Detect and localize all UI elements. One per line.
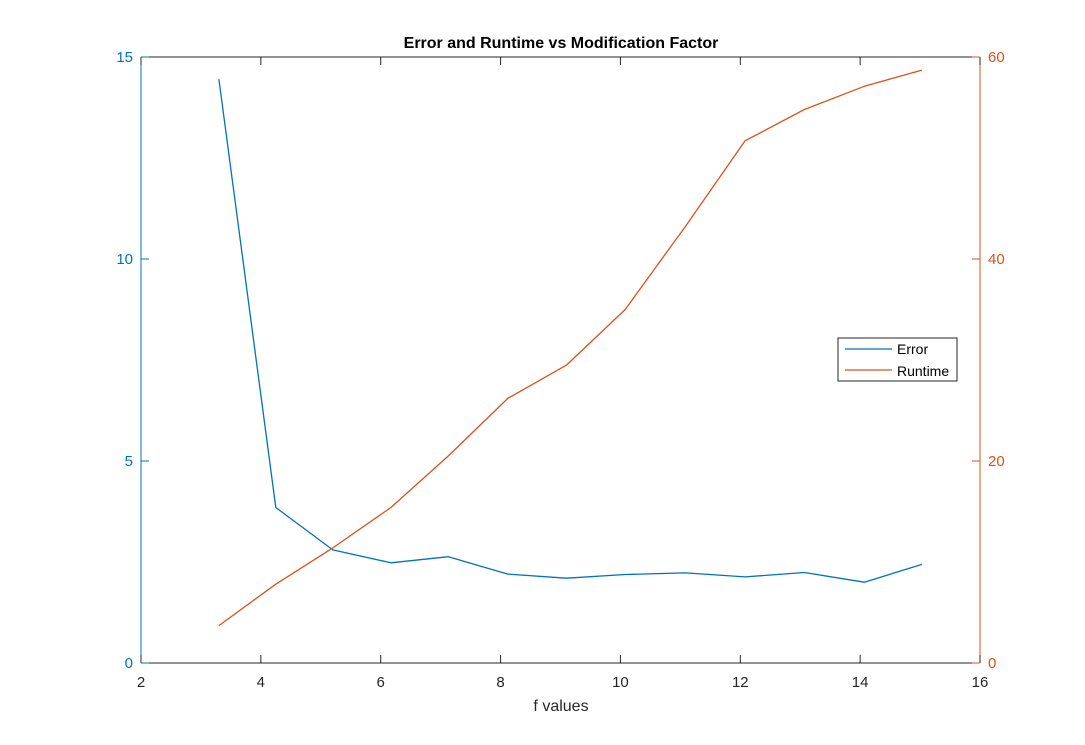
- x-tick-label: 10: [612, 674, 629, 691]
- legend-label-runtime: Runtime: [897, 363, 949, 379]
- right-y-tick-label: 0: [988, 655, 996, 672]
- x-tick-label: 6: [377, 674, 385, 691]
- legend: Error Runtime: [837, 337, 958, 382]
- series-layer: [218, 69, 923, 627]
- legend-box: [837, 337, 958, 382]
- left-y-tick-label: 0: [125, 655, 133, 672]
- series-line-error: [218, 79, 923, 583]
- left-y-tick-label: 10: [116, 251, 133, 268]
- right-y-tick-label: 40: [988, 251, 1005, 268]
- right-y-tick-label: 20: [988, 453, 1005, 470]
- right-y-tick-label: 60: [988, 49, 1005, 66]
- x-tick-label: 16: [972, 674, 989, 691]
- left-y-tick-label: 15: [116, 49, 133, 66]
- left-y-tick-label: 5: [125, 453, 133, 470]
- ticks-layer: 2 4 6 8 10 12 14 16 0 5 10 15 0 20 40 60: [116, 49, 1004, 691]
- series-line-runtime: [218, 69, 923, 627]
- x-tick-label: 8: [496, 674, 504, 691]
- legend-label-error: Error: [897, 341, 928, 357]
- axes-layer: [140, 56, 981, 664]
- chart-title: Error and Runtime vs Modification Factor: [404, 35, 719, 52]
- x-tick-label: 14: [852, 674, 869, 691]
- x-tick-label: 12: [732, 674, 749, 691]
- x-tick-label: 2: [137, 674, 145, 691]
- x-tick-label: 4: [257, 674, 265, 691]
- x-axis-label: f values: [533, 698, 588, 715]
